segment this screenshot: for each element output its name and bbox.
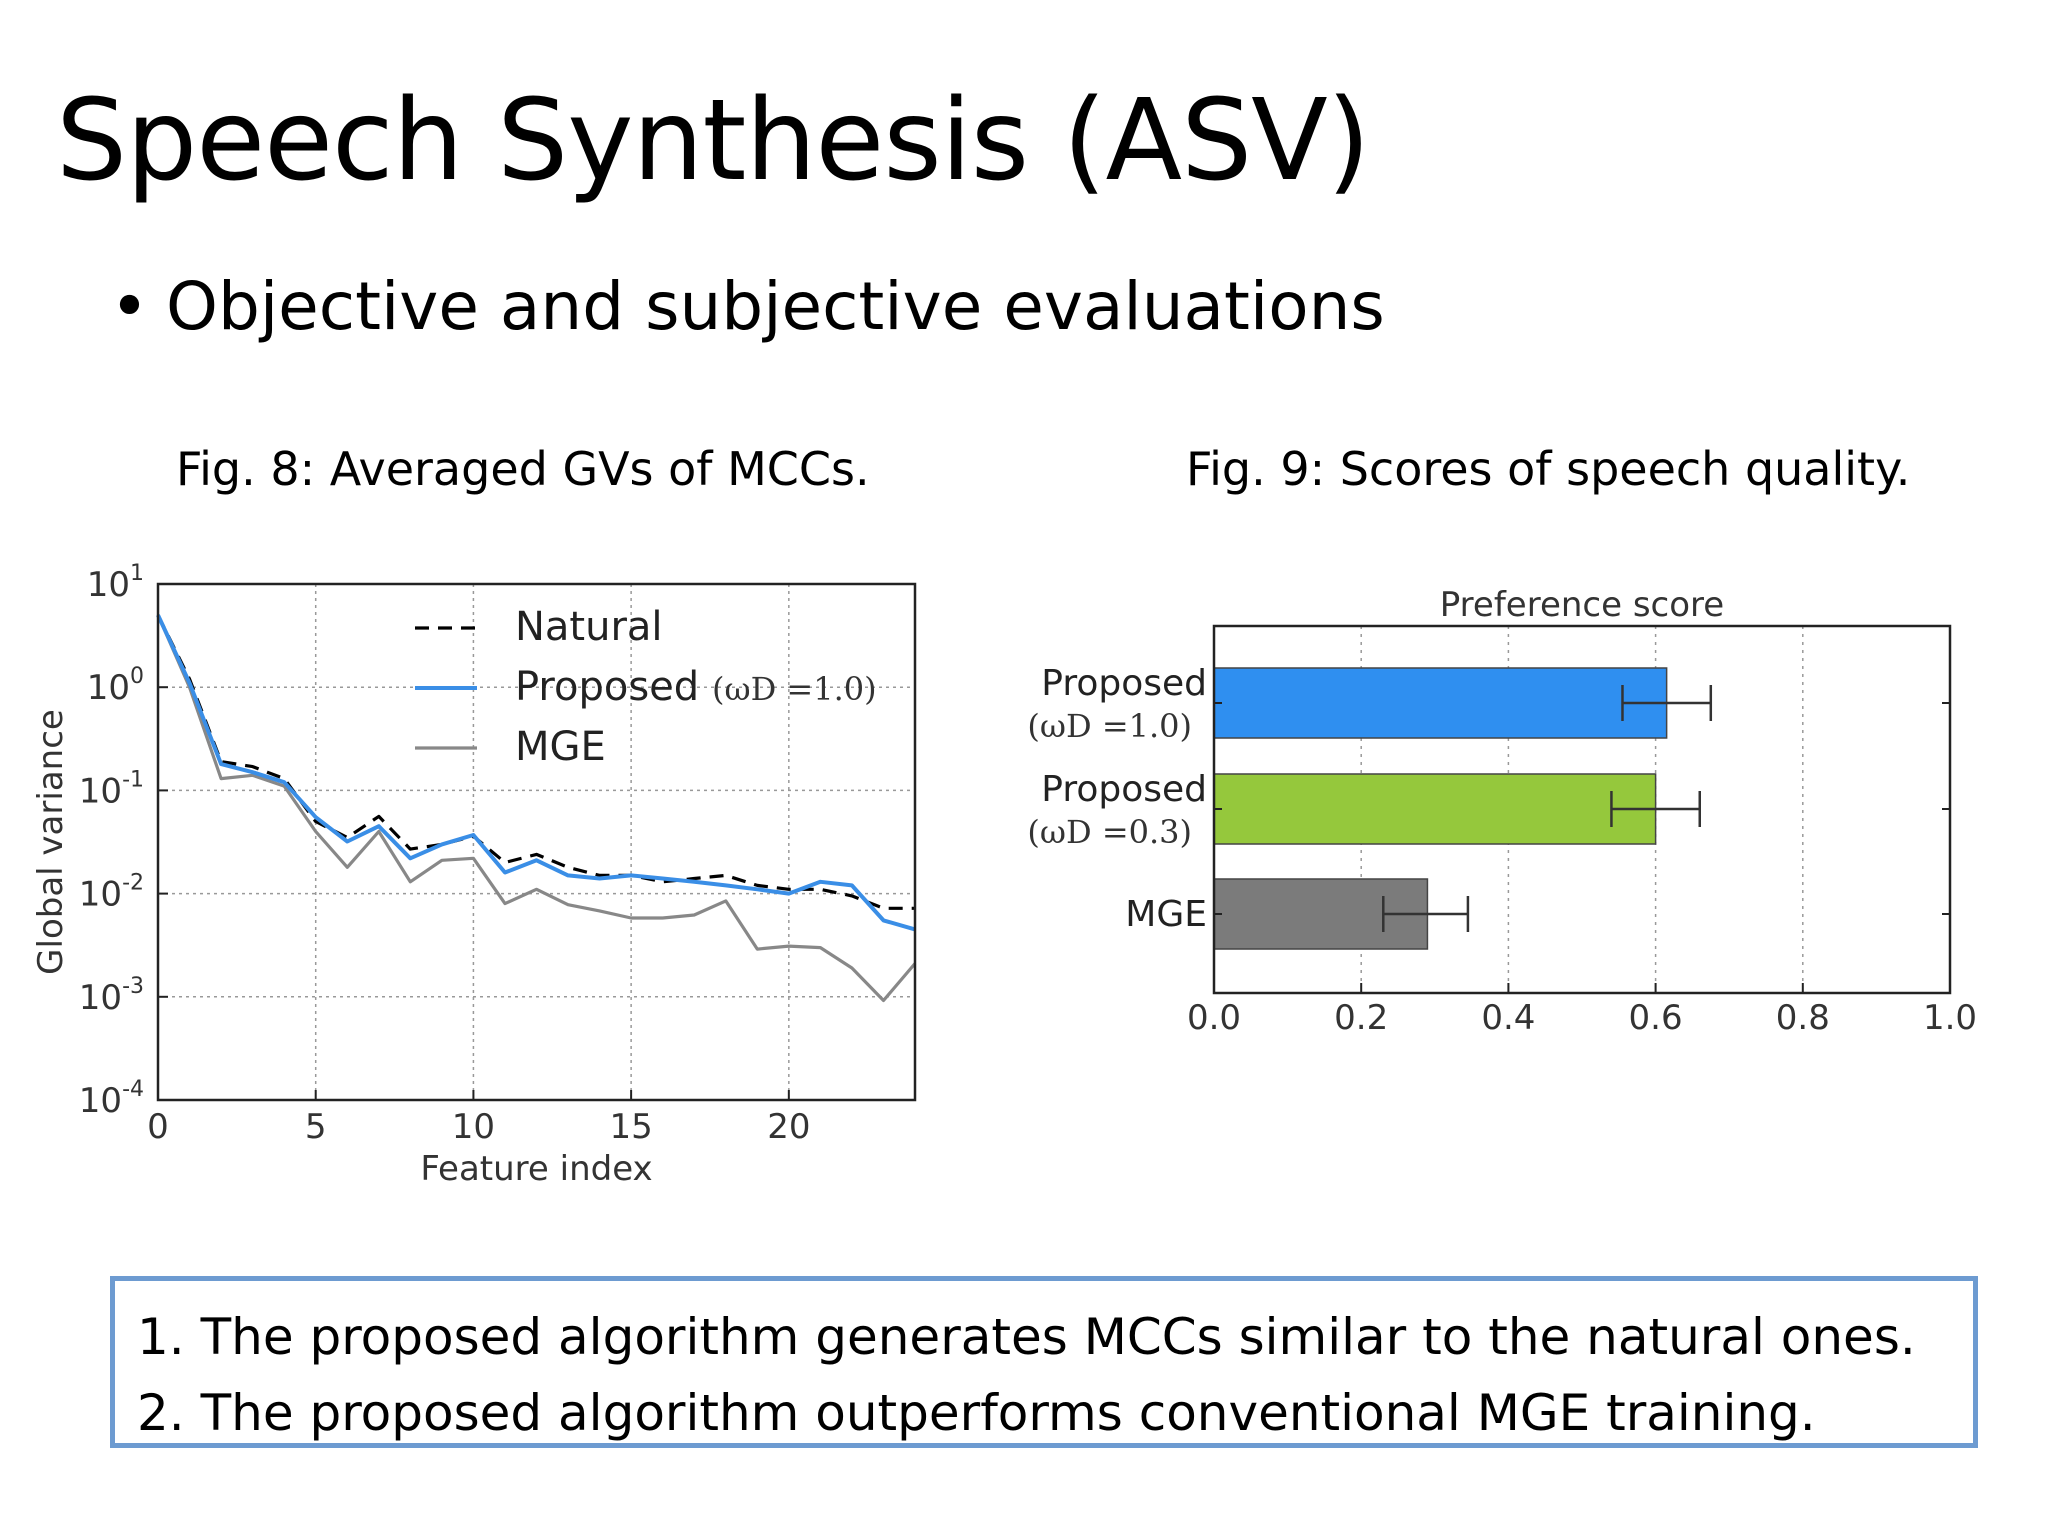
y-axis-label: Global variance [31,709,71,975]
category-label: MGE [1125,894,1207,935]
bullet-symbol: • [110,268,149,345]
series-line-natural [156,614,915,910]
x-tick-label: 15 [609,1107,652,1147]
bullet-point: • Objective and subjective evaluations [110,268,1385,345]
x-tick-label: 0.0 [1187,998,1241,1038]
category-label: Proposed [1041,663,1207,704]
category-label: Proposed [1041,769,1207,810]
x-tick-label: 0.4 [1481,998,1535,1038]
summary-line-1: 1. The proposed algorithm generates MCCs… [137,1308,1916,1366]
x-tick-label: 1.0 [1923,998,1977,1038]
bar [1213,667,1668,739]
y-tick-label: 101 [87,561,144,605]
legend-label-proposed: Proposed [515,664,699,710]
plot-frame [156,582,917,1102]
series-line-proposed [156,614,916,932]
fig8-caption: Fig. 8: Averaged GVs of MCCs. [176,442,870,496]
x-tick-label: 0.2 [1334,998,1388,1038]
x-tick-label: 10 [452,1107,495,1147]
x-tick-label: 5 [305,1107,327,1147]
category-sublabel: (ωD =1.0) [1027,707,1192,745]
fig9-caption: Fig. 9: Scores of speech quality. [1186,442,1911,496]
x-tick-label: 20 [767,1107,810,1147]
y-tick-label: 10-4 [79,1077,144,1121]
series-line-mge [156,614,917,1003]
slide-title: Speech Synthesis (ASV) [56,76,1370,206]
bullet-text: Objective and subjective evaluations [166,268,1385,345]
x-tick-label: 0 [147,1107,169,1147]
chart-title: Preference score [1440,585,1724,625]
legend-suffix: (ωD =1.0) [712,670,877,708]
y-tick-label: 10-1 [79,767,144,811]
summary-line-2: 2. The proposed algorithm outperforms co… [137,1384,1816,1442]
bar [1213,773,1657,845]
y-tick-label: 10-2 [79,871,144,915]
x-tick-label: 0.8 [1776,998,1830,1038]
x-tick-label: 0.6 [1629,998,1683,1038]
x-axis-label: Feature index [420,1149,652,1189]
y-tick-label: 100 [87,664,144,708]
legend-label-mge: MGE [515,724,606,770]
y-tick-label: 10-3 [79,974,144,1018]
category-sublabel: (ωD =0.3) [1027,813,1192,851]
plot-frame [1212,624,1952,995]
legend-label-natural: Natural [515,604,663,650]
summary-box: 1. The proposed algorithm generates MCCs… [110,1276,1978,1448]
